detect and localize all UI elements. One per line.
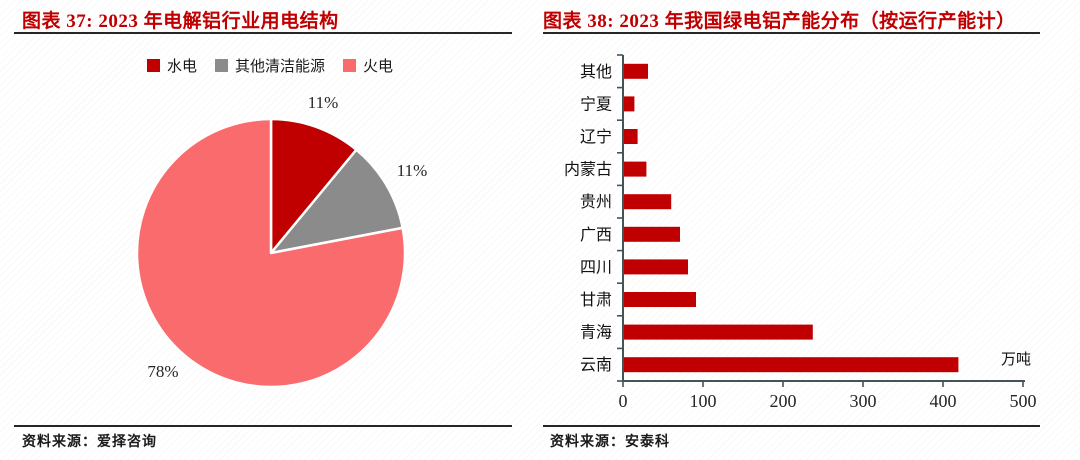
bar-青海 xyxy=(624,324,813,340)
category-label-甘肃: 甘肃 xyxy=(580,291,612,309)
category-label-贵州: 贵州 xyxy=(580,193,612,211)
pie-slice-1 xyxy=(269,148,404,255)
bar-chart-title: 图表 38: 2023 年我国绿电铝产能分布（按运行产能计） xyxy=(543,11,1016,32)
source-divider-line xyxy=(543,425,1040,427)
pie-slice-label-hydro: 11% xyxy=(307,93,339,112)
category-label-青海: 青海 xyxy=(580,324,612,342)
legend-label-hydro: 水电 xyxy=(166,58,197,75)
bar-甘肃 xyxy=(624,292,696,307)
bar-贵州 xyxy=(624,194,672,210)
pie-slice-label-thermal: 78% xyxy=(147,362,179,381)
legend-label-other-clean: 其他清洁能源 xyxy=(234,58,325,75)
bar-其他 xyxy=(624,63,648,79)
x-tick-label-200: 200 xyxy=(770,391,797,411)
x-tick-label-400: 400 xyxy=(930,391,957,411)
pie-chart-title: 图表 37: 2023 年电解铝行业用电结构 xyxy=(22,11,339,32)
axis-unit-label: 万吨 xyxy=(1001,351,1031,368)
pie-slice-label-other-clean: 11% xyxy=(396,161,428,180)
x-tick-label-300: 300 xyxy=(850,391,877,411)
thermal-swatch-icon xyxy=(343,58,356,72)
x-tick-label-500: 500 xyxy=(1010,391,1037,411)
pie-slice-0 xyxy=(269,117,358,255)
legend-item-other-clean: 其他清洁能源 xyxy=(214,55,325,76)
x-tick-label-0: 0 xyxy=(619,391,628,411)
legend-label-thermal: 火电 xyxy=(363,58,394,75)
category-label-广西: 广西 xyxy=(580,226,612,244)
hydro-swatch-icon xyxy=(146,58,160,72)
bar-内蒙古 xyxy=(624,161,647,177)
bar-广西 xyxy=(624,226,680,242)
category-label-云南: 云南 xyxy=(580,356,612,374)
category-label-宁夏: 宁夏 xyxy=(580,95,612,113)
category-label-辽宁: 辽宁 xyxy=(580,128,612,146)
legend-item-hydro: 水电 xyxy=(146,55,197,76)
pie-chart xyxy=(135,117,407,389)
bar-辽宁 xyxy=(624,129,638,144)
bar-宁夏 xyxy=(624,96,635,112)
x-tick-label-100: 100 xyxy=(690,391,717,411)
bar-四川 xyxy=(624,259,688,275)
source-note: 资料来源：爱择咨询 xyxy=(22,435,157,450)
title-divider-line xyxy=(14,32,512,34)
category-label-四川: 四川 xyxy=(580,259,612,276)
pie-legend: 水电 其他清洁能源 火电 xyxy=(0,55,540,75)
source-note: 资料来源：安泰科 xyxy=(550,435,670,450)
other-clean-swatch-icon xyxy=(214,58,228,72)
category-label-内蒙古: 内蒙古 xyxy=(564,161,612,179)
category-label-其他: 其他 xyxy=(580,63,612,81)
title-divider-line xyxy=(543,32,1040,34)
legend-item-thermal: 火电 xyxy=(343,55,393,76)
bar-云南 xyxy=(624,357,959,373)
pie-chart-panel: 图表 37: 2023 年电解铝行业用电结构 水电 其他清洁能源 火电 11% … xyxy=(0,11,540,450)
bar-chart-panel: 图表 38: 2023 年我国绿电铝产能分布（按运行产能计） 其他宁夏辽宁内蒙古… xyxy=(540,0,1080,460)
source-divider-line xyxy=(14,425,512,427)
pie-slice-2 xyxy=(135,117,407,389)
